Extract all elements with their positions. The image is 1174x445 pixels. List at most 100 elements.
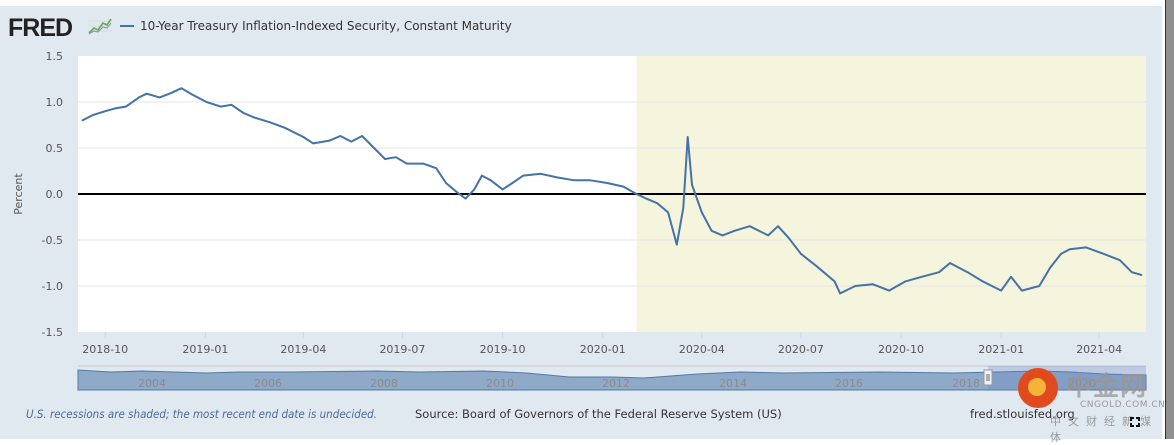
- data-point: [721, 234, 724, 237]
- fullscreen-icon[interactable]: [1129, 416, 1143, 430]
- data-point: [645, 197, 648, 200]
- navigator-year-label: 2020: [1068, 377, 1096, 390]
- chart-legend[interactable]: 10-Year Treasury Inflation-Indexed Secur…: [120, 19, 512, 33]
- data-point: [373, 147, 375, 149]
- data-point: [767, 234, 770, 237]
- data-point: [981, 280, 984, 283]
- data-point: [733, 230, 736, 232]
- navigator-year-label: 2004: [138, 377, 166, 390]
- data-point: [522, 174, 525, 177]
- x-tick-label: 2019-10: [480, 343, 526, 356]
- data-point: [350, 140, 353, 143]
- y-tick-label: -0.5: [42, 234, 63, 247]
- data-point: [920, 276, 923, 278]
- data-point: [1000, 289, 1003, 292]
- y-tick-label: -1.5: [42, 326, 63, 339]
- navigator-year-label: 2008: [370, 377, 398, 390]
- data-point: [686, 136, 689, 138]
- navigator-year-label: 2014: [719, 377, 747, 390]
- data-point: [675, 243, 678, 246]
- data-point: [501, 188, 504, 191]
- data-point: [230, 103, 233, 106]
- top-strip: [0, 0, 1162, 6]
- data-point: [1140, 274, 1143, 276]
- x-tick-label: 2020-01: [580, 343, 626, 356]
- legend-label: 10-Year Treasury Inflation-Indexed Secur…: [140, 19, 512, 33]
- data-point: [328, 139, 331, 142]
- y-tick-label: 0.5: [46, 142, 64, 155]
- y-axis-label: Percent: [12, 173, 25, 215]
- data-point: [511, 182, 514, 184]
- watermark-logo-icon: [1018, 368, 1058, 408]
- data-point: [242, 112, 245, 114]
- data-point: [268, 121, 271, 124]
- navigator-year-label: 2016: [835, 377, 863, 390]
- watermark-url: CNGOLD.COM.CN: [1080, 400, 1166, 410]
- navigator-year-label: 2010: [486, 377, 514, 390]
- data-point: [839, 292, 841, 295]
- data-point: [682, 207, 685, 209]
- navigator-left-handle[interactable]: [983, 369, 993, 386]
- y-tick-label: 0.0: [46, 188, 64, 201]
- data-point: [339, 135, 342, 137]
- data-point: [1102, 253, 1105, 255]
- data-point: [170, 92, 173, 94]
- data-point: [361, 135, 363, 137]
- legend-swatch: [120, 25, 134, 27]
- series-line[interactable]: [81, 87, 1142, 295]
- data-point: [1119, 259, 1121, 262]
- watermark-subtitle: 中文财经新媒体: [1050, 415, 1158, 444]
- data-point: [302, 136, 305, 138]
- data-point: [489, 179, 492, 181]
- data-point: [815, 264, 817, 267]
- data-point: [395, 156, 397, 158]
- x-tick-label: 2020-10: [878, 343, 924, 356]
- data-point: [1038, 285, 1041, 287]
- data-point: [710, 230, 713, 232]
- watermark-name: 中金网: [1066, 372, 1148, 402]
- data-point: [691, 184, 693, 186]
- watermark: 中金网 CNGOLD.COM.CN 中文财经新媒体: [1018, 366, 1166, 444]
- data-point: [888, 289, 890, 292]
- x-tick-label: 2020-07: [778, 343, 824, 356]
- data-point: [473, 188, 476, 191]
- data-point: [656, 202, 658, 204]
- data-point: [445, 182, 447, 184]
- data-point: [253, 116, 256, 119]
- data-point: [180, 87, 183, 89]
- y-tick-label: 1.5: [46, 50, 64, 63]
- source-text: Source: Board of Governors of the Federa…: [415, 407, 782, 421]
- data-point: [284, 126, 286, 129]
- navigator-selected-range[interactable]: [988, 366, 1146, 390]
- x-tick-label: 2021-04: [1076, 343, 1122, 356]
- data-point: [572, 179, 575, 181]
- fred-url-link[interactable]: fred.stlouisfed.org: [970, 407, 1075, 421]
- x-tick-label: 2021-01: [978, 343, 1024, 356]
- data-point: [938, 271, 940, 274]
- data-point: [191, 93, 194, 96]
- line-chart-icon: [88, 18, 112, 35]
- x-tick-label: 2019-07: [379, 343, 425, 356]
- navigator-year-label: 2018: [952, 377, 980, 390]
- data-point: [1068, 248, 1071, 250]
- x-tick-label: 2020-04: [679, 343, 725, 356]
- window-scrollbar[interactable]: [1165, 0, 1174, 439]
- x-tick-label: 2019-04: [280, 343, 326, 356]
- data-point: [81, 119, 84, 122]
- data-point: [1021, 289, 1023, 292]
- data-point: [456, 191, 458, 193]
- data-point: [556, 176, 558, 179]
- data-point: [833, 280, 836, 283]
- x-tick-label: 2019-01: [182, 343, 228, 356]
- fred-logo[interactable]: FRED: [8, 14, 73, 42]
- data-point: [606, 182, 608, 184]
- data-point: [219, 105, 222, 108]
- data-point: [949, 262, 951, 264]
- data-point: [158, 96, 161, 99]
- data-point: [800, 253, 802, 255]
- data-point: [145, 92, 148, 95]
- data-point: [138, 96, 140, 99]
- data-point: [114, 107, 116, 110]
- data-point: [405, 162, 408, 165]
